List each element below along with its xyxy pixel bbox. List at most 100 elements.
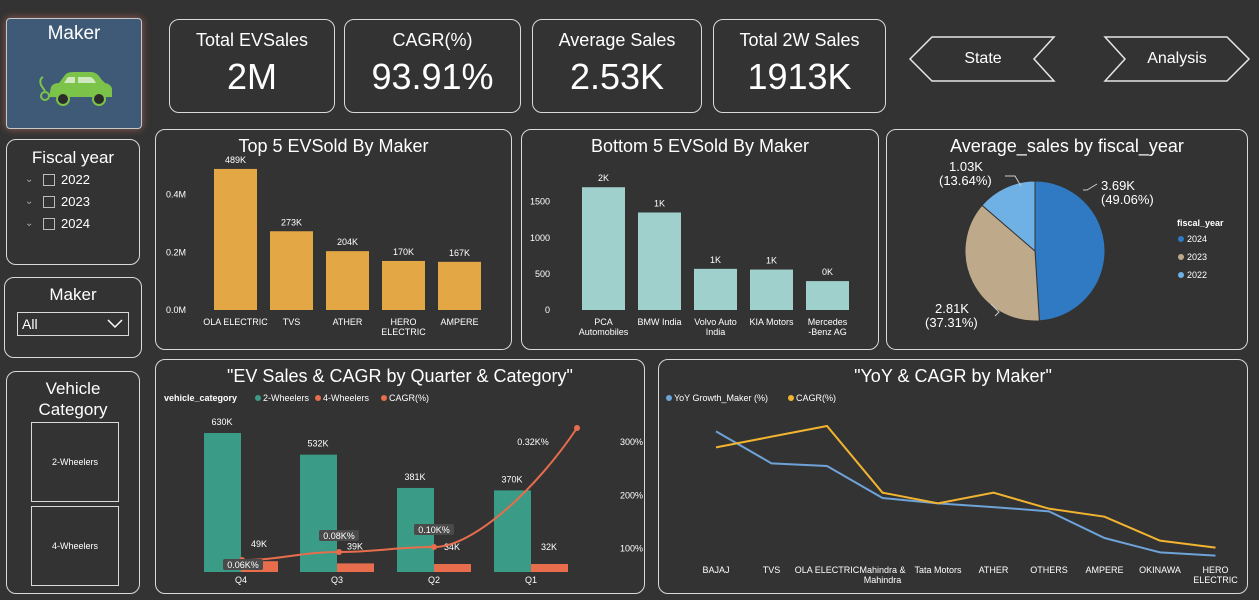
legend-title: fiscal_year — [1177, 218, 1224, 228]
series-line — [715, 430, 1216, 557]
legend-label: 2-Wheelers — [263, 393, 310, 403]
maker-dropdown-value: All — [22, 316, 38, 332]
bottom5-chart-panel: Bottom 5 EVSold By Maker 0 500 1000 1500 2K P… — [521, 129, 879, 350]
x-tick-label: BAJAJ — [702, 565, 729, 575]
data-label: 167K — [449, 248, 470, 258]
bar — [806, 281, 849, 310]
fiscal-year-option-2024[interactable]: ⌄ 2024 — [25, 216, 90, 231]
vehicle-category-slicer: Vehicle Category 2-Wheelers 4-Wheelers — [6, 371, 140, 594]
maker-filter: Maker All — [4, 277, 142, 358]
legend-marker — [666, 395, 672, 401]
legend-label: 2022 — [1187, 270, 1207, 280]
bar — [438, 261, 481, 310]
chart-title: Average_sales by fiscal_year — [950, 136, 1184, 156]
car-icon — [39, 72, 112, 106]
chevron-down-icon[interactable] — [107, 319, 123, 329]
y-tick-label: 0.0M — [166, 305, 186, 315]
chart-title: "EV Sales & CAGR by Quarter & Category" — [227, 366, 573, 386]
vehicle-category-label: 4-Wheelers — [51, 541, 98, 551]
checkbox[interactable] — [43, 173, 55, 186]
kpi-cagr: CAGR(%) 93.91% — [344, 19, 521, 113]
data-label: 489K — [225, 155, 246, 165]
leader-line — [1083, 183, 1098, 191]
state-nav-button[interactable]: State — [908, 35, 1058, 83]
leader-line — [1005, 175, 1022, 187]
data-label-bg — [319, 530, 359, 541]
chevron-down-icon[interactable]: ⌄ — [25, 174, 34, 185]
fiscal-year-option-2023[interactable]: ⌄ 2023 — [25, 194, 90, 209]
y-tick-label: 1500 — [530, 197, 550, 207]
fiscal-year-option-2022[interactable]: ⌄ 2022 — [25, 172, 90, 187]
top5-chart: 0.0M 0.2M 0.4M 489K OLA ELECTRIC 273K TVS 204K A… — [166, 155, 481, 337]
x-tick-label: AMPERE — [440, 317, 478, 327]
chevron-down-icon[interactable]: ⌄ — [25, 196, 34, 207]
data-label: 0.08K% — [323, 531, 355, 541]
checkbox[interactable] — [43, 217, 55, 230]
data-label: 0.32K% — [517, 437, 549, 447]
kpi-value: 2M — [226, 56, 277, 97]
chart-title: "YoY & CAGR by Maker" — [854, 366, 1052, 386]
y-tick-label: 0.4M — [166, 190, 186, 200]
bar — [694, 268, 737, 310]
bar-4-wheelers — [434, 564, 471, 572]
chevron-down-icon[interactable]: ⌄ — [25, 218, 34, 229]
maker-dropdown[interactable]: All — [17, 312, 129, 336]
data-label: 34K — [444, 542, 460, 552]
legend-label: CAGR(%) — [389, 393, 429, 403]
y-tick-label: 500 — [535, 269, 550, 279]
bar — [382, 260, 425, 310]
legend-marker — [255, 395, 261, 401]
leader-line — [990, 303, 1000, 317]
x-tick-label: Mercedes — [808, 317, 848, 327]
y-tick-label: 300% — [620, 437, 643, 447]
chart-title: Top 5 EVSold By Maker — [238, 136, 429, 156]
fiscal-year-slicer: Fiscal year ⌄ 2022 ⌄ 2023 ⌄ 2024 — [6, 139, 140, 265]
data-label: 32K — [541, 542, 557, 552]
data-label: 2K — [598, 173, 609, 183]
legend-title: vehicle_category — [164, 393, 237, 403]
kpi-value: 93.91% — [371, 56, 494, 97]
bar-2-wheelers — [204, 433, 241, 572]
data-label-bg — [223, 559, 263, 570]
slice-percent-label: (13.64%) — [939, 173, 992, 188]
x-tick-label: Q2 — [428, 575, 440, 585]
kpi-label: Total EVSales — [195, 30, 309, 50]
analysis-nav-button[interactable]: Analysis — [1103, 35, 1251, 83]
kpi-average-sales: Average Sales 2.53K — [532, 19, 702, 113]
quarter-chart-panel: "EV Sales & CAGR by Quarter & Category" … — [155, 359, 645, 594]
vehicle-category-2-wheelers[interactable]: 2-Wheelers — [31, 422, 119, 502]
slice-percent-label: (49.06%) — [1101, 192, 1154, 207]
kpi-label: CAGR(%) — [392, 30, 473, 50]
yoy-cagr-chart: YoY Growth_Maker (%) CAGR(%) 100% 200% 300% B… — [620, 393, 1238, 585]
left-arrow-shape-icon — [908, 36, 1056, 82]
x-tick-label: ELECTRIC — [381, 327, 426, 337]
x-tick-label: TVS — [283, 317, 301, 327]
data-label: 273K — [281, 217, 302, 227]
pie-chart: 3.69K(49.06%) 2.81K(37.31%) 1.03K(13.64%) f… — [925, 159, 1224, 330]
data-label: 39K — [347, 541, 363, 551]
vehicle-category-title: Vehicle Category — [38, 379, 108, 419]
slice-value-label: 2.81K — [935, 301, 969, 316]
cagr-point — [431, 544, 437, 550]
legend-label: YoY Growth_Maker (%) — [674, 393, 768, 403]
x-tick-label: Q3 — [331, 575, 343, 585]
kpi-total-2w-sales: Total 2W Sales 1913K — [713, 19, 886, 113]
slice-value-label: 1.03K — [949, 159, 983, 174]
legend-marker — [1178, 272, 1184, 278]
bar — [750, 269, 793, 310]
data-label: 170K — [393, 247, 414, 257]
checkbox[interactable] — [43, 195, 55, 208]
pie-chart-panel: Average_sales by fiscal_year 3.69K (49.06… — [886, 129, 1248, 350]
legend-marker — [788, 395, 794, 401]
data-label: 370K — [501, 474, 522, 484]
cagr-point — [336, 549, 342, 555]
yoy-chart-panel: "YoY & CAGR by Maker" YoY Growth_Maker (… — [620, 359, 1248, 594]
legend-label: CAGR(%) — [796, 393, 836, 403]
vehicle-category-4-wheelers[interactable]: 4-Wheelers — [31, 506, 119, 586]
kpi-label: Total 2W Sales — [739, 30, 860, 50]
maker-card: Maker — [6, 18, 142, 129]
fiscal-year-label: 2022 — [61, 172, 90, 187]
pie-slice — [964, 204, 1040, 322]
x-tick-label: HERO — [1202, 565, 1228, 575]
